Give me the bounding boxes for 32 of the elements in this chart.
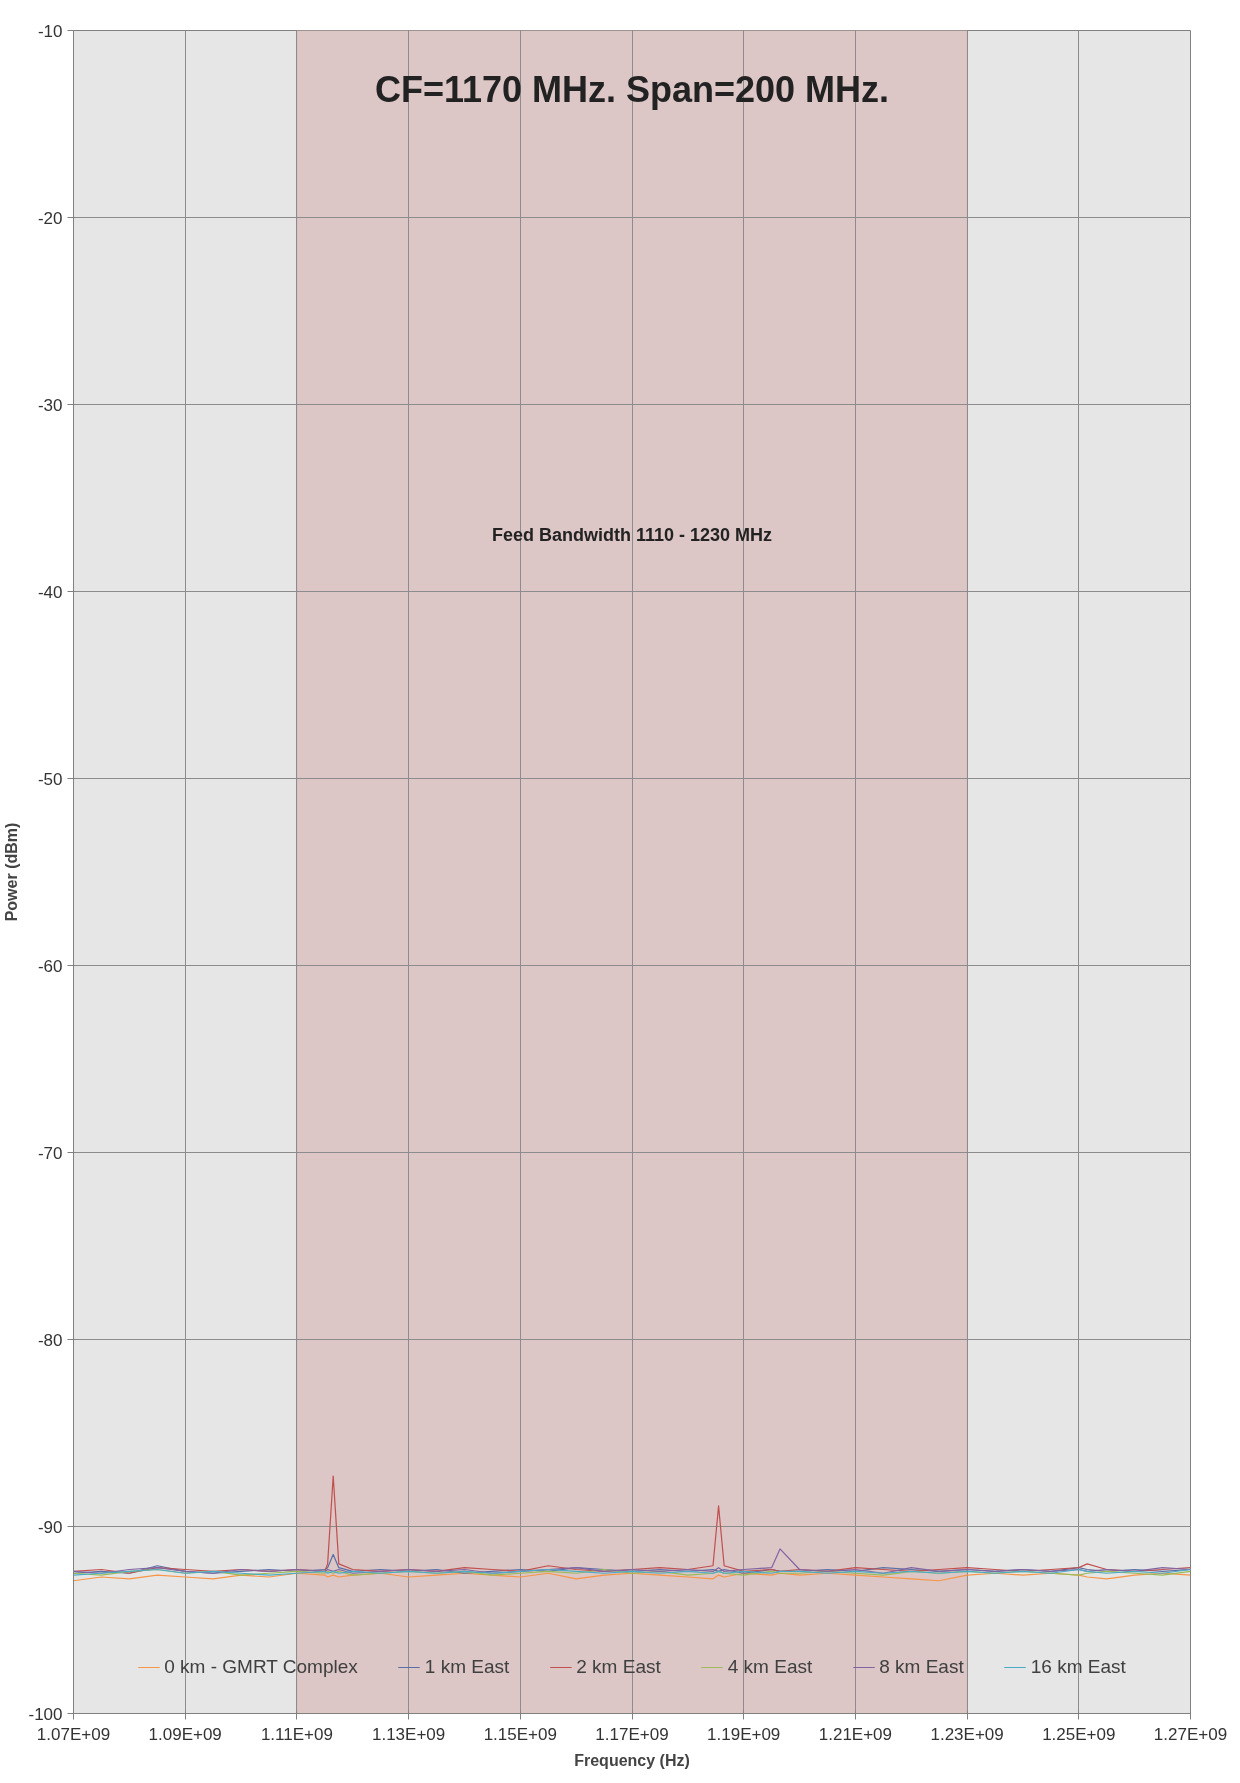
- x-tick-label: 1.25E+09: [1042, 1724, 1116, 1744]
- y-tick-label: -100: [28, 1704, 63, 1724]
- x-tick-label: 1.19E+09: [707, 1724, 781, 1744]
- y-tick-label: -90: [37, 1517, 63, 1537]
- y-tick-label: -80: [37, 1330, 63, 1350]
- x-tick-label: 1.27E+09: [1153, 1724, 1228, 1744]
- legend-label: 0 km - GMRT Complex: [164, 1656, 358, 1678]
- band-label: Feed Bandwidth 1110 - 1230 MHz: [491, 525, 773, 546]
- y-axis-title: Power (dBm): [3, 822, 21, 922]
- legend-label: 8 km East: [879, 1656, 964, 1678]
- y-tick-label: -20: [37, 208, 63, 228]
- y-tick-label: -60: [37, 956, 63, 976]
- x-tick-label: 1.11E+09: [260, 1724, 333, 1744]
- x-axis-title: Frequency (Hz): [574, 1751, 690, 1769]
- x-tick-label: 1.17E+09: [595, 1724, 669, 1744]
- legend-label: 4 km East: [727, 1656, 813, 1678]
- y-tick-label: -70: [37, 1143, 63, 1163]
- x-tick-label: 1.23E+09: [930, 1724, 1004, 1744]
- x-tick-label: 1.09E+09: [148, 1724, 222, 1744]
- y-tick-label: -50: [37, 769, 63, 789]
- x-tick-label: 1.07E+09: [36, 1724, 111, 1744]
- legend-label: 2 km East: [576, 1656, 661, 1678]
- y-tick-label: -10: [37, 21, 63, 41]
- y-tick-label: -40: [37, 582, 63, 602]
- legend-label: 16 km East: [1030, 1656, 1126, 1678]
- text: CF=1170 MHz. Span=200 MHz.: [374, 68, 890, 110]
- legend-label: 1 km East: [424, 1656, 510, 1678]
- x-tick-label: 1.13E+09: [371, 1724, 446, 1744]
- x-tick-label: 1.15E+09: [483, 1724, 557, 1744]
- line-series: [73, 1572, 1191, 1582]
- x-tick-label: 1.21E+09: [818, 1724, 893, 1744]
- y-tick-label: -30: [37, 395, 63, 415]
